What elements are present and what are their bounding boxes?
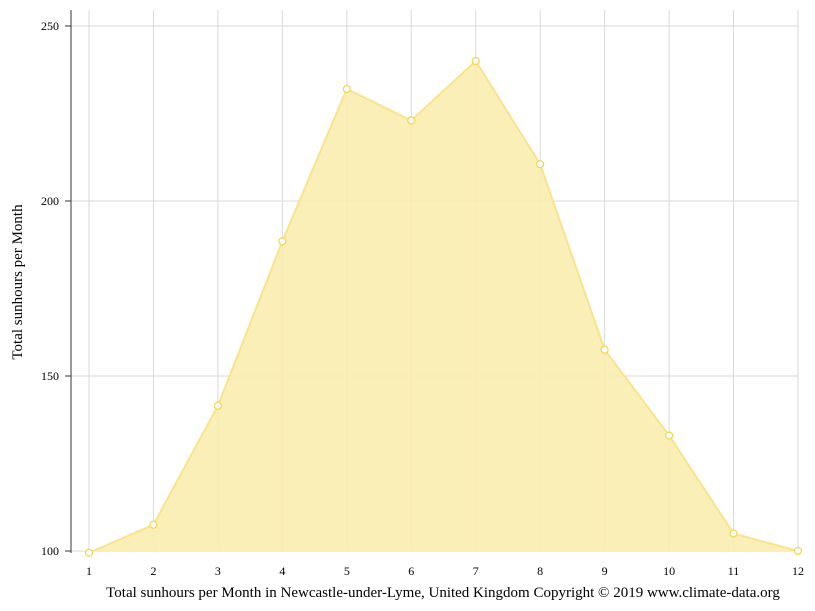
- chart-caption: Total sunhours per Month in Newcastle-un…: [106, 585, 780, 601]
- data-point: [793, 546, 803, 556]
- data-point: [407, 116, 416, 125]
- x-tick-label: 6: [408, 564, 414, 578]
- x-tick-label: 11: [728, 564, 740, 578]
- data-point: [342, 84, 351, 94]
- x-tick-label: 3: [215, 564, 221, 578]
- y-tick-label: 200: [41, 194, 59, 208]
- data-point: [536, 160, 545, 169]
- data-point: [471, 56, 480, 66]
- x-tick-label: 7: [473, 564, 479, 578]
- data-markers: [84, 56, 803, 557]
- data-point: [600, 345, 609, 354]
- area-line: [88, 59, 799, 554]
- x-tick-label: 8: [537, 564, 543, 578]
- x-tick-label: 10: [663, 564, 675, 578]
- data-point: [213, 401, 223, 410]
- y-axis-title: Total sunhours per Month: [10, 204, 26, 360]
- y-tick-label: 100: [41, 544, 59, 558]
- x-tick-label: 2: [150, 564, 156, 578]
- y-tick-labels: 100 150 200 250: [41, 19, 59, 558]
- data-point: [729, 529, 738, 538]
- axes: [65, 10, 72, 553]
- x-tick-label: 12: [792, 564, 804, 578]
- x-tick-label: 1: [86, 564, 92, 578]
- data-point: [84, 548, 94, 557]
- area-layer: [88, 59, 799, 554]
- x-tick-label: 9: [602, 564, 608, 578]
- y-tick-label: 250: [41, 19, 59, 33]
- y-tick-label: 150: [41, 369, 59, 383]
- x-tick-label: 5: [344, 564, 350, 578]
- data-point: [149, 520, 158, 529]
- x-tick-labels: 1 2 3 4 5 6 7 8 9 10 11 12: [86, 564, 804, 578]
- data-point: [278, 237, 287, 246]
- x-tick-label: 4: [279, 564, 285, 578]
- area-fill: [89, 61, 798, 553]
- data-point: [664, 431, 674, 440]
